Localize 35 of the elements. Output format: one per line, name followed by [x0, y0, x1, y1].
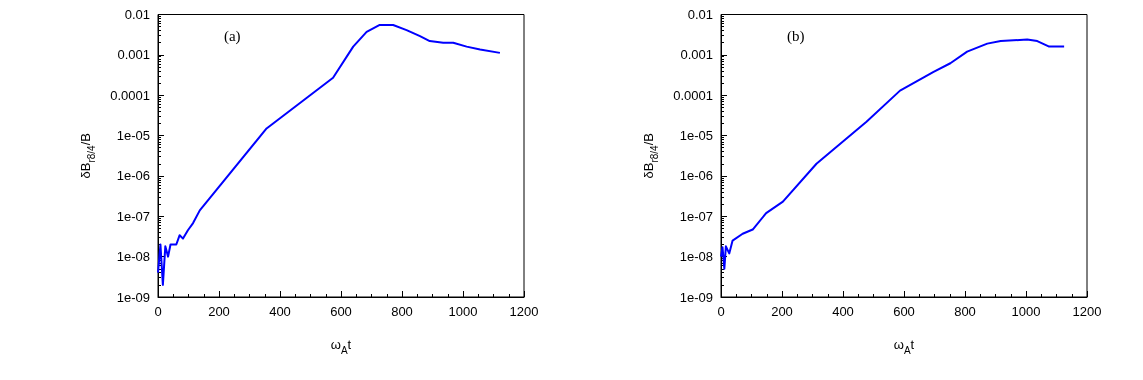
y-tick-label: 1e-08	[679, 249, 713, 265]
x-tick-label: 800	[954, 304, 976, 319]
x-tick-label: 200	[208, 304, 230, 319]
x-tick-label: 600	[330, 304, 352, 319]
x-tick-label: 1200	[1072, 304, 1102, 319]
y-tick-label: 1e-06	[116, 168, 150, 184]
y-tick-label: 1e-05	[679, 128, 713, 144]
y-tick-label: 0.0001	[110, 87, 150, 103]
y-tick-label: 1e-05	[116, 128, 150, 144]
line-series	[157, 23, 501, 286]
y-axis-title: δBr8/4/B	[77, 133, 97, 179]
y-tick-label: 0.0001	[673, 87, 713, 103]
x-tick-label: 0	[717, 304, 725, 319]
y-tick-label: 1e-06	[679, 168, 713, 184]
y-tick-label: 1e-09	[116, 289, 150, 305]
x-tick-label: 1200	[509, 304, 539, 319]
x-tick-label: 400	[269, 304, 291, 319]
x-tick-label: 200	[771, 304, 793, 319]
y-tick-label: 1e-08	[116, 249, 150, 265]
y-tick-label: 1e-09	[679, 289, 713, 305]
x-tick-label: 1000	[1011, 304, 1041, 319]
y-tick-label: 0.01	[687, 7, 713, 22]
x-tick-label: 0	[154, 304, 162, 319]
y-tick-label: 0.001	[117, 47, 150, 63]
y-tick-label: 1e-07	[116, 208, 150, 224]
y-tick-label: 1e-07	[679, 208, 713, 224]
x-tick-label: 1000	[448, 304, 478, 319]
x-tick-label: 600	[893, 304, 915, 319]
y-tick-label: 0.01	[124, 7, 150, 22]
y-axis-title: δBr8/4/B	[640, 133, 660, 179]
x-tick-label: 400	[832, 304, 854, 319]
annotation: (b)	[786, 27, 805, 45]
annotation: (a)	[223, 27, 241, 45]
x-tick-label: 800	[391, 304, 413, 319]
y-tick-label: 0.001	[680, 47, 713, 63]
